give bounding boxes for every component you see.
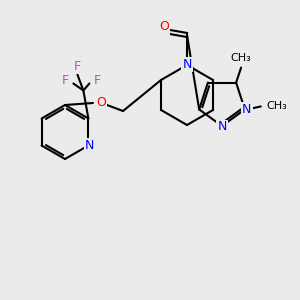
- Text: F: F: [94, 74, 101, 87]
- Text: CH₃: CH₃: [231, 52, 251, 63]
- Text: O: O: [159, 20, 169, 34]
- Text: F: F: [74, 60, 81, 73]
- Text: O: O: [96, 97, 106, 110]
- Text: N: N: [182, 58, 192, 70]
- Text: F: F: [62, 74, 69, 87]
- Text: CH₃: CH₃: [267, 101, 288, 111]
- Text: N: N: [242, 103, 251, 116]
- Text: N: N: [217, 121, 227, 134]
- Text: N: N: [85, 139, 94, 152]
